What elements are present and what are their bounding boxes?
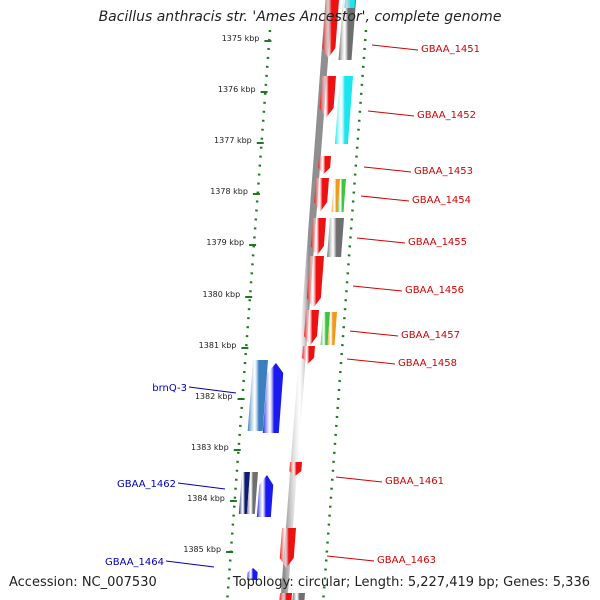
gene-block-1454-green [337, 179, 346, 212]
gene-block-1454-orange [331, 179, 340, 212]
map-title: Bacillus anthracis str. 'Ames Ancestor',… [98, 9, 502, 25]
kbp-label: 1376 kbp [218, 85, 256, 94]
gene-gbaa-1458 [302, 346, 315, 364]
gene-label: GBAA_1458 [398, 358, 457, 369]
gene-gbaa-1456 [306, 256, 324, 308]
gene-leader-line [326, 555, 375, 562]
genome-summary-text: Topology: circular; Length: 5,227,419 bp… [232, 575, 590, 590]
gene-gbaa-1457 [304, 310, 319, 346]
kbp-label: 1377 kbp [214, 136, 252, 145]
kbp-label: 1382 kbp [195, 392, 233, 401]
gene-block-1457-orange [327, 312, 337, 345]
gene-label: GBAA_1461 [385, 476, 444, 487]
gene-block-1451 [338, 0, 356, 60]
gene-block-1452 [334, 76, 353, 144]
kbp-label: 1380 kbp [202, 290, 240, 299]
gene-label: GBAA_1457 [401, 330, 460, 341]
gene-label: brnQ-3 [152, 383, 187, 394]
gene-gbaa-1462 [256, 475, 274, 517]
gene-leader-line [371, 44, 419, 51]
gene-block-1457-green [320, 312, 330, 345]
gene-leader-line [360, 195, 410, 202]
gene-leader-line [367, 110, 415, 117]
kbp-label: 1379 kbp [206, 238, 244, 247]
gene-leader-line [352, 285, 403, 292]
gene-brnq-3 [247, 360, 268, 431]
gene-block-1451-cyan [344, 0, 355, 8]
gene-gbaa-1461 [289, 462, 302, 476]
gene-gbaa-1455 [310, 218, 326, 256]
gene-leader-line [335, 476, 383, 483]
gene-leader-line [177, 482, 226, 490]
gene-brnq-3-arrow [262, 363, 284, 433]
kbp-label: 1375 kbp [222, 34, 260, 43]
gene-leader-line [356, 237, 406, 244]
gene-label: GBAA_1462 [117, 479, 176, 490]
gene-gbaa-1454 [314, 178, 329, 212]
gene-gbaa-1453 [318, 156, 331, 174]
gene-label: GBAA_1451 [421, 44, 480, 55]
kbp-label: 1383 kbp [191, 443, 229, 452]
gene-block-1455 [327, 218, 344, 257]
gene-gbaa-1452 [319, 76, 336, 118]
accession-text: Accession: NC_007530 [9, 575, 157, 590]
gene-bottom-gray [292, 593, 305, 600]
kbp-label: 1381 kbp [199, 341, 237, 350]
gene-label: GBAA_1456 [405, 285, 464, 296]
gene-leader-line [363, 166, 412, 173]
kbp-label: 1384 kbp [187, 494, 225, 503]
gene-label: GBAA_1464 [105, 557, 164, 568]
gene-label: GBAA_1455 [408, 237, 467, 248]
gene-label: GBAA_1453 [414, 166, 473, 177]
gene-leader-line [188, 386, 237, 394]
kbp-label: 1385 kbp [183, 545, 221, 554]
gene-gbaa-1463 [279, 528, 296, 568]
gene-label: GBAA_1463 [377, 555, 436, 566]
gene-leader-line [165, 560, 215, 568]
gene-leader-line [349, 330, 399, 337]
gene-gbaa-1462-navy [238, 472, 250, 514]
gene-label: GBAA_1452 [417, 110, 476, 121]
gene-gbaa-1462-gray [246, 472, 258, 514]
gene-bottom-red [279, 593, 292, 600]
kbp-label: 1378 kbp [210, 187, 248, 196]
gene-gbaa-1464 [247, 568, 258, 580]
gene-leader-line [346, 358, 396, 365]
gene-label: GBAA_1454 [412, 195, 471, 206]
gene-gbaa-1451 [322, 0, 339, 58]
